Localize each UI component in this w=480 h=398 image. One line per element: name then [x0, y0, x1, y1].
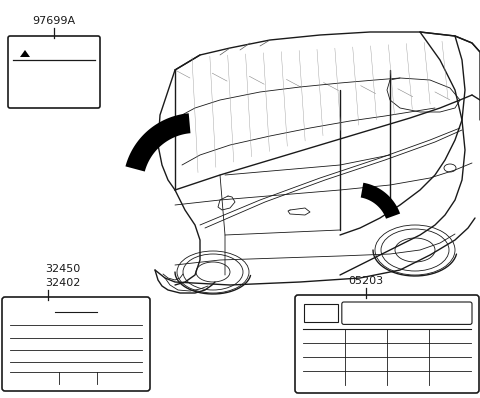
Text: 05203: 05203 [348, 276, 383, 286]
Polygon shape [125, 113, 191, 172]
Polygon shape [20, 50, 30, 57]
FancyBboxPatch shape [342, 302, 472, 324]
Polygon shape [361, 183, 400, 219]
FancyBboxPatch shape [295, 295, 479, 393]
Text: 97699A: 97699A [33, 16, 75, 26]
Text: 32450: 32450 [46, 264, 81, 274]
FancyBboxPatch shape [8, 36, 100, 108]
Text: 32402: 32402 [46, 278, 81, 288]
FancyBboxPatch shape [2, 297, 150, 391]
Bar [304, 304, 338, 322]
